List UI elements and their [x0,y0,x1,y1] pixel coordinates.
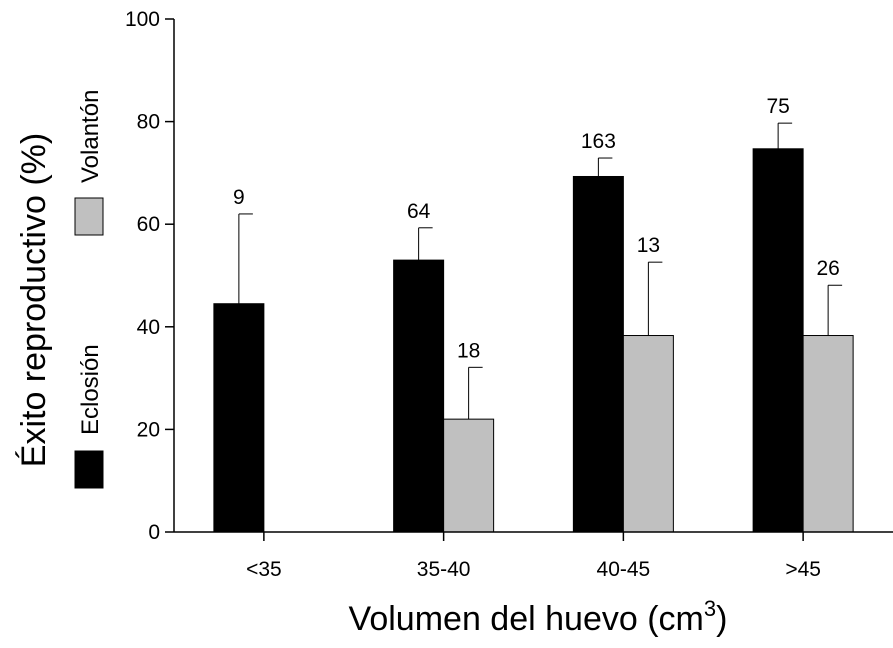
bar-eclosion [213,303,265,533]
x-tick-label: 35-40 [417,558,471,581]
legend-swatch-volanton [74,197,104,236]
data-label: 9 [233,186,245,209]
y-tick-label: 0 [148,521,160,544]
plot-area: 9 64 18 163 13 75 26 [213,95,854,533]
y-tick-label: 80 [137,111,160,134]
bar-volanton [622,335,674,533]
data-label: 13 [637,234,660,257]
legend: Eclosión Volantón [74,90,104,489]
data-label: 18 [457,339,480,362]
x-axis: <35 35-40 40-45 >45 [174,531,893,581]
bar-eclosion [572,175,624,533]
y-tick-label: 20 [137,418,160,441]
bar-eclosion [393,259,445,533]
legend-label-eclosion: Eclosión [77,344,104,435]
y-tick-label: 40 [137,316,160,339]
bar-volanton [802,335,854,533]
legend-label-volanton: Volantón [77,90,104,183]
bar-volanton [443,418,495,533]
x-axis-title: Volumen del huevo (cm3) [349,596,728,638]
y-tick-label: 60 [137,213,160,236]
data-label: 75 [766,95,789,118]
bar-eclosion [752,148,804,533]
y-axis-title: Éxito reproductivo (%) [15,133,53,467]
y-axis: 0 20 40 60 80 100 [125,8,175,544]
data-label: 26 [816,257,839,280]
x-tick-label: >45 [785,558,821,581]
x-tick-label: 40-45 [597,558,651,581]
data-label: 64 [407,200,431,223]
x-axis-title-superscript: 3 [704,596,716,621]
x-axis-title-main: Volumen del huevo (cm [349,600,704,638]
y-tick-label: 100 [125,8,160,31]
data-label: 163 [581,130,616,153]
x-tick-label: <35 [246,558,282,581]
legend-swatch-eclosion [74,450,104,489]
x-axis-title-close: ) [716,600,727,638]
